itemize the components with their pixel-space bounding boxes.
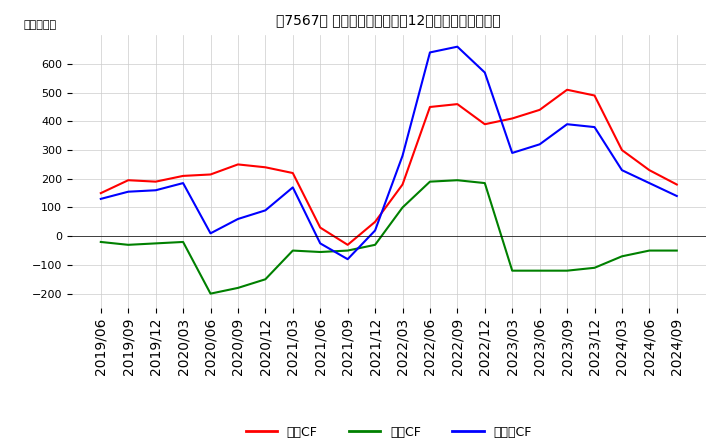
営業CF [398,182,407,187]
営業CF [179,173,187,179]
営業CF [316,225,325,230]
営業CF [96,191,105,196]
営業CF [563,87,572,92]
営業CF [590,93,599,98]
投資CF [151,241,160,246]
営業CF [371,219,379,224]
営業CF [151,179,160,184]
投資CF [96,239,105,245]
Legend: 営業CF, 投資CF, フリーCF: 営業CF, 投資CF, フリーCF [240,421,537,440]
投資CF [453,178,462,183]
フリーCF [672,193,681,198]
営業CF [618,147,626,153]
フリーCF [206,231,215,236]
フリーCF [316,241,325,246]
営業CF [206,172,215,177]
営業CF [426,104,434,110]
投資CF [343,248,352,253]
投資CF [371,242,379,247]
フリーCF [618,168,626,173]
フリーCF [261,208,270,213]
Text: （百万円）: （百万円） [24,20,57,30]
投資CF [233,285,242,290]
投資CF [618,254,626,259]
フリーCF [480,70,489,75]
Line: 営業CF: 営業CF [101,90,677,245]
投資CF [261,277,270,282]
フリーCF [536,142,544,147]
営業CF [672,182,681,187]
フリーCF [179,180,187,186]
フリーCF [645,180,654,186]
営業CF [508,116,516,121]
フリーCF [233,216,242,222]
営業CF [124,178,132,183]
フリーCF [508,150,516,156]
投資CF [563,268,572,273]
投資CF [508,268,516,273]
営業CF [453,102,462,107]
投資CF [426,179,434,184]
Line: 投資CF: 投資CF [101,180,677,293]
営業CF [536,107,544,113]
フリーCF [398,153,407,158]
投資CF [536,268,544,273]
フリーCF [289,185,297,190]
投資CF [179,239,187,245]
投資CF [206,291,215,296]
投資CF [672,248,681,253]
営業CF [480,121,489,127]
Line: フリーCF: フリーCF [101,47,677,259]
営業CF [233,162,242,167]
フリーCF [96,196,105,202]
投資CF [316,249,325,255]
投資CF [289,248,297,253]
営業CF [645,168,654,173]
投資CF [124,242,132,247]
フリーCF [590,125,599,130]
投資CF [645,248,654,253]
フリーCF [151,187,160,193]
フリーCF [563,121,572,127]
投資CF [590,265,599,271]
フリーCF [453,44,462,49]
フリーCF [426,50,434,55]
営業CF [289,170,297,176]
投資CF [480,180,489,186]
営業CF [261,165,270,170]
投資CF [398,205,407,210]
営業CF [343,242,352,247]
Title: 　7567、 キャッシュフローの12か月移動合計の推移: 7567、 キャッシュフローの12か月移動合計の推移 [276,13,501,27]
フリーCF [343,257,352,262]
フリーCF [371,228,379,233]
フリーCF [124,189,132,194]
